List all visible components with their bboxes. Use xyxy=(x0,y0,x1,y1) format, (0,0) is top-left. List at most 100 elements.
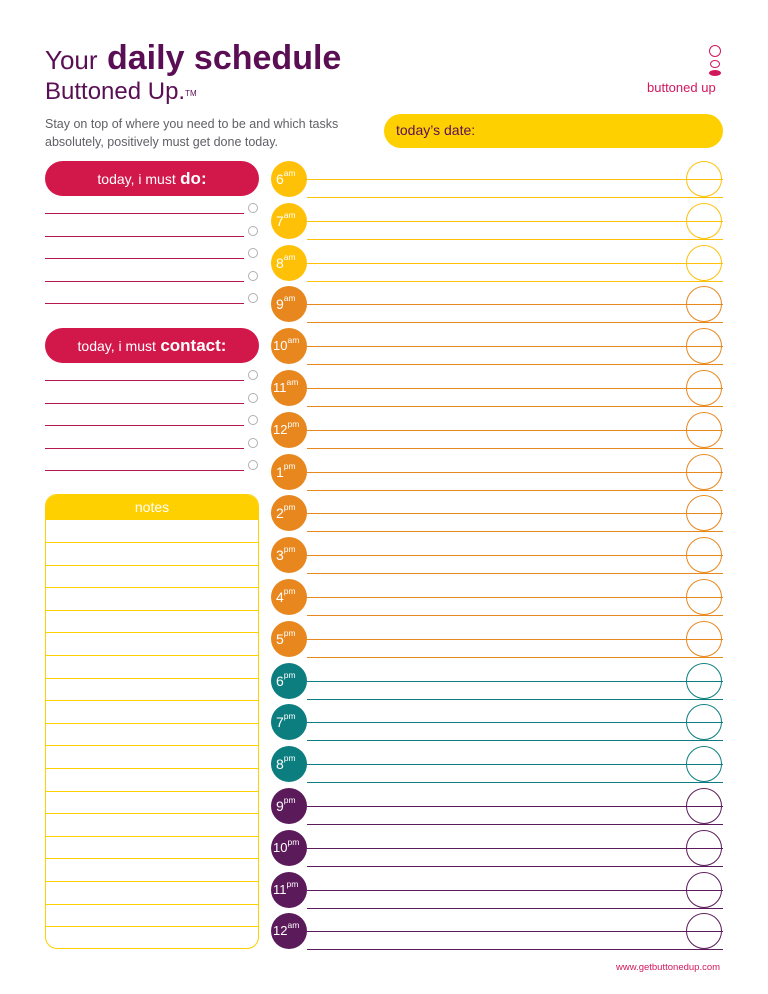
todo-line[interactable] xyxy=(45,258,244,259)
hour-check-circle[interactable] xyxy=(686,202,722,239)
hour-check-circle[interactable] xyxy=(686,244,722,281)
hour-entry-line[interactable] xyxy=(307,513,723,515)
hour-entry-line[interactable] xyxy=(307,638,723,640)
hour-label: 6pm xyxy=(276,669,296,689)
hour-entry-line[interactable] xyxy=(307,304,723,306)
hour-label: 9pm xyxy=(276,795,296,814)
logo-button-icon xyxy=(709,45,721,57)
hour-check-circle[interactable] xyxy=(686,829,722,866)
hour-check-circle[interactable] xyxy=(686,788,722,824)
contact-line[interactable] xyxy=(45,470,244,471)
date-field[interactable]: today’s date: xyxy=(384,114,723,148)
hour-badge: 7pm xyxy=(271,704,307,741)
hour-entry-line[interactable] xyxy=(307,429,723,431)
hour-entry-line[interactable] xyxy=(307,806,723,807)
hour-badge: 9am xyxy=(271,286,307,323)
hour-label: 5pm xyxy=(276,627,296,647)
contact-checkbox[interactable] xyxy=(248,437,258,448)
trademark-mark: TM xyxy=(185,89,197,98)
hour-entry-line[interactable] xyxy=(307,931,723,933)
hour-check-circle[interactable] xyxy=(686,620,722,657)
hour-check-circle[interactable] xyxy=(686,704,722,741)
todo-line[interactable] xyxy=(45,280,244,282)
hour-check-circle[interactable] xyxy=(686,662,722,699)
contact-checkbox[interactable] xyxy=(248,370,258,380)
hour-entry-line[interactable] xyxy=(307,220,723,222)
todo-checkbox[interactable] xyxy=(248,293,258,303)
contact-line[interactable] xyxy=(45,380,244,381)
hour-check-circle[interactable] xyxy=(686,411,722,448)
todo-line[interactable] xyxy=(45,303,244,304)
hour-entry-line[interactable] xyxy=(307,889,723,891)
notes-line xyxy=(46,903,258,905)
hour-label: 6am xyxy=(276,168,296,187)
hour-badge: 8am xyxy=(271,244,307,281)
hour-entry-line[interactable] xyxy=(307,555,723,557)
hour-check-circle[interactable] xyxy=(686,871,722,908)
hour-divider-line xyxy=(307,656,723,658)
hour-check-circle[interactable] xyxy=(686,579,722,615)
hour-divider-line xyxy=(307,573,723,575)
hour-divider-line xyxy=(307,949,723,951)
hour-check-circle[interactable] xyxy=(686,746,722,783)
hour-check-circle[interactable] xyxy=(686,913,722,950)
hour-entry-line[interactable] xyxy=(307,179,723,180)
hour-entry-line[interactable] xyxy=(307,847,723,849)
notes-box[interactable]: notes xyxy=(45,494,259,949)
hour-label: 7am xyxy=(276,209,296,229)
subtitle-text: Buttoned Up. xyxy=(45,78,186,105)
hour-check-circle[interactable] xyxy=(686,161,722,197)
contact-checkbox[interactable] xyxy=(248,460,258,470)
hour-divider-line xyxy=(307,489,723,491)
contact-line[interactable] xyxy=(45,402,244,404)
hour-divider-line xyxy=(307,531,723,533)
hour-entry-line[interactable] xyxy=(307,597,723,598)
hour-badge: 12am xyxy=(271,913,307,950)
contact-line[interactable] xyxy=(45,447,244,449)
hour-badge: 10pm xyxy=(271,829,307,866)
hour-entry-line[interactable] xyxy=(307,764,723,766)
hour-period: am xyxy=(287,920,300,931)
hour-check-circle[interactable] xyxy=(686,328,722,365)
intro-text: Stay on top of where you need to be and … xyxy=(45,117,339,149)
contact-line[interactable] xyxy=(45,425,244,426)
notes-line xyxy=(46,677,258,679)
hour-badge: 11am xyxy=(271,370,307,406)
notes-line xyxy=(46,768,258,769)
todo-checkbox[interactable] xyxy=(248,248,258,258)
todo-line[interactable] xyxy=(45,213,244,214)
hour-entry-line[interactable] xyxy=(307,722,723,724)
todo-line[interactable] xyxy=(45,235,244,237)
hour-entry-line[interactable] xyxy=(307,680,723,682)
todo-checkbox[interactable] xyxy=(248,225,258,236)
hour-badge: 9pm xyxy=(271,788,307,824)
notes-line xyxy=(46,632,258,634)
hour-entry-line[interactable] xyxy=(307,346,723,348)
hour-period: pm xyxy=(283,586,296,596)
hour-check-circle[interactable] xyxy=(686,537,722,574)
hour-check-circle[interactable] xyxy=(686,370,722,406)
page-title: Your daily schedule xyxy=(45,38,341,80)
hour-check-circle[interactable] xyxy=(686,453,722,490)
todo-checkbox[interactable] xyxy=(248,270,258,281)
todo-checkbox[interactable] xyxy=(248,203,258,213)
hour-badge: 1pm xyxy=(271,453,307,490)
todo-prefix: today, i must xyxy=(97,171,176,187)
logo-button-icon-3 xyxy=(709,70,721,76)
notes-line xyxy=(46,881,258,882)
contact-checkbox[interactable] xyxy=(248,392,258,403)
hour-check-circle[interactable] xyxy=(686,495,722,532)
contact-prefix: today, i must xyxy=(77,338,156,354)
hour-entry-line[interactable] xyxy=(307,262,723,264)
hour-label: 11pm xyxy=(273,878,299,897)
hour-check-circle[interactable] xyxy=(686,286,722,323)
hour-divider-line xyxy=(307,447,723,449)
contact-checkbox[interactable] xyxy=(248,415,258,425)
hour-entry-line[interactable] xyxy=(307,471,723,473)
hour-entry-line[interactable] xyxy=(307,388,723,389)
hour-badge: 12pm xyxy=(271,411,307,448)
hour-period: am xyxy=(283,168,296,178)
hour-label: 12am xyxy=(273,920,300,939)
hour-period: pm xyxy=(287,836,300,847)
footer-url[interactable]: www.getbuttonedup.com xyxy=(616,962,721,973)
